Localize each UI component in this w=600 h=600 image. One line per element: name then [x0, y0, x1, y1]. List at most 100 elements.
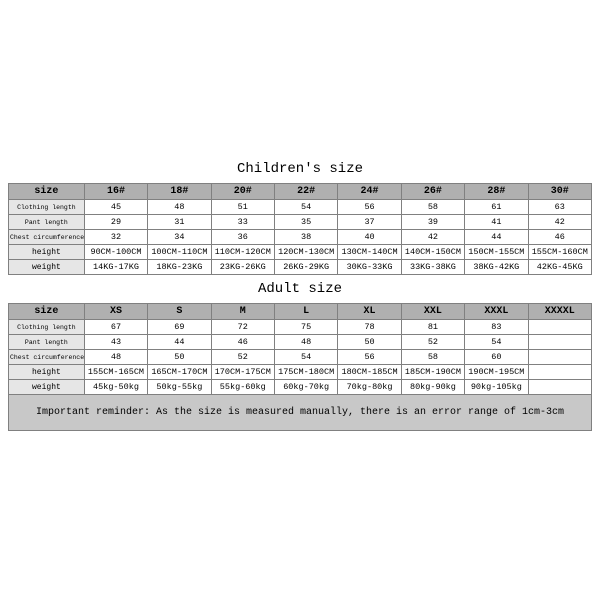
col-header: 26# [401, 184, 464, 200]
table-row: Clothing length 67 69 72 75 78 81 83 [9, 320, 592, 335]
cell [528, 365, 591, 380]
cell: 36 [211, 230, 274, 245]
cell: 26KG-29KG [274, 260, 337, 275]
cell: 45kg-50kg [84, 380, 147, 395]
col-header: 20# [211, 184, 274, 200]
cell: 42KG-45KG [528, 260, 591, 275]
col-header: 28# [465, 184, 528, 200]
cell: 35 [274, 215, 337, 230]
row-label: weight [9, 260, 85, 275]
cell: 58 [401, 200, 464, 215]
row-label: weight [9, 380, 85, 395]
table-row: Pant length 29 31 33 35 37 39 41 42 [9, 215, 592, 230]
cell: 60kg-70kg [274, 380, 337, 395]
cell: 130CM-140CM [338, 245, 401, 260]
cell: 51 [211, 200, 274, 215]
cell: 33 [211, 215, 274, 230]
reminder-text: Important reminder: As the size is measu… [8, 395, 592, 431]
col-header: S [148, 304, 211, 320]
cell [528, 350, 591, 365]
cell: 33KG-38KG [401, 260, 464, 275]
cell [528, 335, 591, 350]
col-header: XL [338, 304, 401, 320]
table-row: weight 14KG-17KG 18KG-23KG 23KG-26KG 26K… [9, 260, 592, 275]
cell: 155CM-165CM [84, 365, 147, 380]
col-header: XS [84, 304, 147, 320]
cell: 90kg-105kg [465, 380, 528, 395]
cell: 60 [465, 350, 528, 365]
cell [528, 380, 591, 395]
table-row: Clothing length 45 48 51 54 56 58 61 63 [9, 200, 592, 215]
table-row: Chest circumference 1/2 48 50 52 54 56 5… [9, 350, 592, 365]
cell: 32 [84, 230, 147, 245]
row-label: Chest circumference 1/2 [9, 230, 85, 245]
col-header: XXXXL [528, 304, 591, 320]
cell: 120CM-130CM [274, 245, 337, 260]
cell: 170CM-175CM [211, 365, 274, 380]
cell: 38 [274, 230, 337, 245]
col-header: 16# [84, 184, 147, 200]
cell: 48 [274, 335, 337, 350]
col-header: size [9, 184, 85, 200]
adult-title: Adult size [8, 275, 592, 303]
cell: 52 [211, 350, 274, 365]
cell: 175CM-180CM [274, 365, 337, 380]
cell: 54 [274, 200, 337, 215]
cell: 34 [148, 230, 211, 245]
cell: 18KG-23KG [148, 260, 211, 275]
cell: 75 [274, 320, 337, 335]
cell: 42 [528, 215, 591, 230]
cell: 180CM-185CM [338, 365, 401, 380]
cell: 81 [401, 320, 464, 335]
cell: 70kg-80kg [338, 380, 401, 395]
children-header-row: size 16# 18# 20# 22# 24# 26# 28# 30# [9, 184, 592, 200]
cell: 42 [401, 230, 464, 245]
cell: 155CM-160CM [528, 245, 591, 260]
cell: 50 [338, 335, 401, 350]
cell [528, 320, 591, 335]
row-label: Clothing length [9, 200, 85, 215]
cell: 80kg-90kg [401, 380, 464, 395]
cell: 72 [211, 320, 274, 335]
cell: 50kg-55kg [148, 380, 211, 395]
cell: 185CM-190CM [401, 365, 464, 380]
cell: 165CM-170CM [148, 365, 211, 380]
cell: 48 [148, 200, 211, 215]
cell: 48 [84, 350, 147, 365]
cell: 14KG-17KG [84, 260, 147, 275]
cell: 30KG-33KG [338, 260, 401, 275]
cell: 46 [211, 335, 274, 350]
cell: 100CM-110CM [148, 245, 211, 260]
cell: 78 [338, 320, 401, 335]
adult-size-table: size XS S M L XL XXL XXXL XXXXL Clothing… [8, 303, 592, 395]
cell: 90CM-100CM [84, 245, 147, 260]
cell: 63 [528, 200, 591, 215]
row-label: Clothing length [9, 320, 85, 335]
col-header: XXXL [465, 304, 528, 320]
cell: 190CM-195CM [465, 365, 528, 380]
row-label: height [9, 245, 85, 260]
cell: 83 [465, 320, 528, 335]
col-header: size [9, 304, 85, 320]
cell: 56 [338, 350, 401, 365]
children-title: Children's size [8, 155, 592, 183]
table-row: height 155CM-165CM 165CM-170CM 170CM-175… [9, 365, 592, 380]
cell: 41 [465, 215, 528, 230]
col-header: M [211, 304, 274, 320]
row-label: Chest circumference 1/2 [9, 350, 85, 365]
cell: 61 [465, 200, 528, 215]
cell: 39 [401, 215, 464, 230]
cell: 40 [338, 230, 401, 245]
cell: 55kg-60kg [211, 380, 274, 395]
cell: 140CM-150CM [401, 245, 464, 260]
children-size-table: size 16# 18# 20# 22# 24# 26# 28# 30# Clo… [8, 183, 592, 275]
col-header: XXL [401, 304, 464, 320]
cell: 52 [401, 335, 464, 350]
cell: 54 [274, 350, 337, 365]
cell: 45 [84, 200, 147, 215]
table-row: Pant length 43 44 46 48 50 52 54 [9, 335, 592, 350]
cell: 69 [148, 320, 211, 335]
col-header: L [274, 304, 337, 320]
cell: 38KG-42KG [465, 260, 528, 275]
cell: 67 [84, 320, 147, 335]
